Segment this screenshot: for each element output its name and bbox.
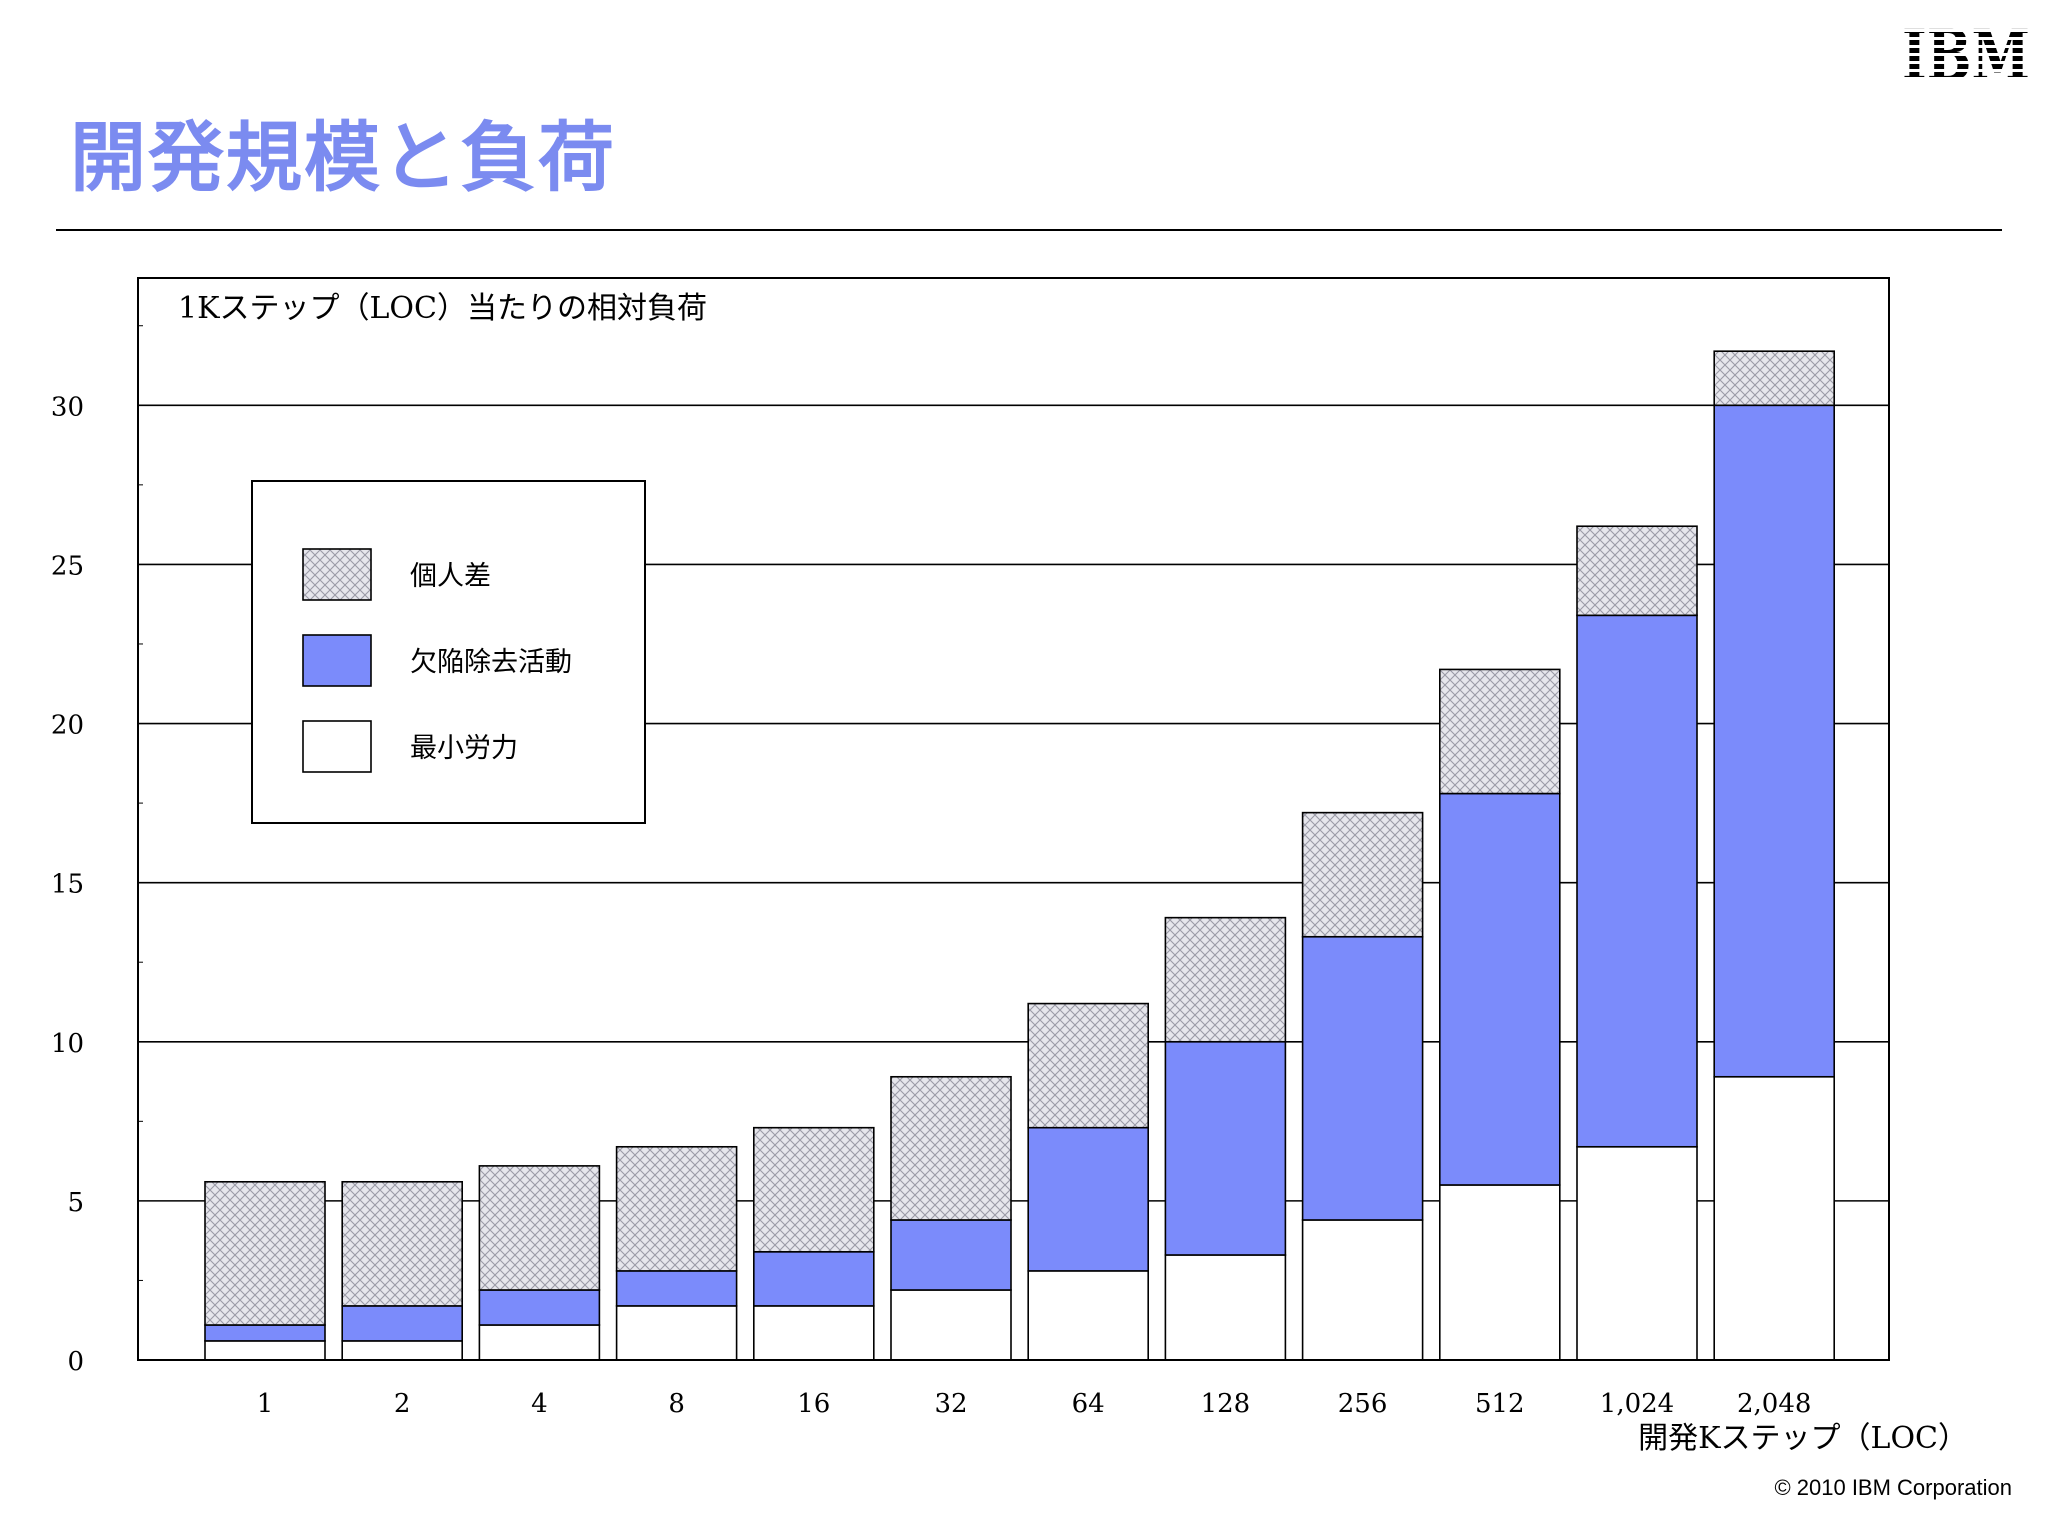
title-divider bbox=[56, 229, 2002, 231]
x-tick-label: 128 bbox=[1201, 1389, 1251, 1419]
chart-title: 1Kステップ（LOC）当たりの相対負荷 bbox=[178, 291, 707, 326]
bar-segment bbox=[341, 1180, 464, 1307]
x-tick-label: 256 bbox=[1338, 1389, 1388, 1419]
bar-segment bbox=[341, 1340, 464, 1361]
bar-segment bbox=[1027, 1002, 1149, 1129]
copyright-notice: © 2010 IBM Corporation bbox=[1774, 1475, 2012, 1500]
legend-label: 個人差 bbox=[410, 561, 491, 592]
bar-segment bbox=[204, 1340, 326, 1361]
legend-label: 最小労力 bbox=[410, 733, 518, 764]
bar-segment bbox=[478, 1165, 601, 1291]
x-axis-title: 開発Kステップ（LOC） bbox=[1638, 1421, 1968, 1456]
bar-segment bbox=[1576, 1145, 1698, 1361]
x-tick-label: 4 bbox=[531, 1389, 548, 1419]
x-tick-label: 32 bbox=[934, 1389, 967, 1419]
bar-segment bbox=[615, 1305, 738, 1361]
plot-frame bbox=[137, 277, 1890, 1361]
bar-segment bbox=[478, 1324, 601, 1361]
bar-segment bbox=[341, 1305, 464, 1342]
legend-swatch bbox=[302, 548, 372, 601]
x-tick-label: 16 bbox=[797, 1389, 830, 1419]
bar-segment bbox=[1439, 792, 1561, 1186]
x-tick-label: 1,024 bbox=[1600, 1389, 1674, 1419]
bar-segment bbox=[1576, 525, 1698, 617]
bar-segment bbox=[1027, 1270, 1149, 1361]
bar-segment bbox=[1439, 1184, 1561, 1361]
bar-segment bbox=[890, 1289, 1012, 1361]
bar-segment bbox=[890, 1219, 1012, 1291]
bar-segment bbox=[1301, 1219, 1424, 1361]
bar-segment bbox=[1164, 1040, 1287, 1256]
bar-segment bbox=[1576, 614, 1698, 1148]
y-tick-label: 30 bbox=[51, 392, 84, 422]
x-tick-label: 2 bbox=[394, 1389, 411, 1419]
bar-segment bbox=[204, 1180, 326, 1326]
bar-segment bbox=[1713, 350, 1835, 407]
y-tick-label: 20 bbox=[51, 711, 84, 741]
x-tick-label: 8 bbox=[668, 1389, 685, 1419]
bars bbox=[204, 350, 1835, 1361]
bar-segment bbox=[1301, 935, 1424, 1221]
bar-segment bbox=[890, 1075, 1012, 1221]
axes: 0 5 10 15 20 25 30 1 2 4 8 16 32 64 128 256 512 1,024 2,04… bbox=[51, 277, 1890, 1419]
bar-segment bbox=[1713, 404, 1835, 1078]
bar-segment bbox=[204, 1324, 326, 1342]
x-tick-label: 64 bbox=[1072, 1389, 1105, 1419]
bar-segment bbox=[1301, 811, 1424, 938]
bar-segment bbox=[1164, 1254, 1287, 1361]
y-tick-label: 0 bbox=[67, 1347, 84, 1377]
legend-swatch bbox=[302, 720, 372, 773]
bar-segment bbox=[1164, 916, 1287, 1043]
ibm-logo: IBM bbox=[1902, 24, 2030, 84]
legend-label: 欠陥除去活動 bbox=[410, 647, 572, 678]
bar-segment bbox=[478, 1289, 601, 1326]
x-tick-label: 1 bbox=[257, 1389, 274, 1419]
x-tick-label: 512 bbox=[1475, 1389, 1525, 1419]
bar-segment bbox=[615, 1145, 738, 1272]
y-tick-label: 10 bbox=[51, 1029, 84, 1059]
bar-segment bbox=[1027, 1126, 1149, 1272]
bar-segment bbox=[615, 1270, 738, 1307]
y-tick-label: 15 bbox=[51, 870, 84, 900]
y-tick-label: 5 bbox=[67, 1188, 84, 1218]
x-tick-label: 2,048 bbox=[1737, 1389, 1811, 1419]
page-title: 開発規模と負荷 bbox=[70, 113, 616, 202]
legend-swatch bbox=[302, 634, 372, 687]
bar-segment bbox=[1713, 1075, 1835, 1361]
y-tick-label: 25 bbox=[51, 551, 84, 581]
bar-segment bbox=[752, 1251, 875, 1307]
bar-segment bbox=[752, 1126, 875, 1253]
bar-segment bbox=[1439, 668, 1561, 795]
bar-segment bbox=[752, 1305, 875, 1361]
